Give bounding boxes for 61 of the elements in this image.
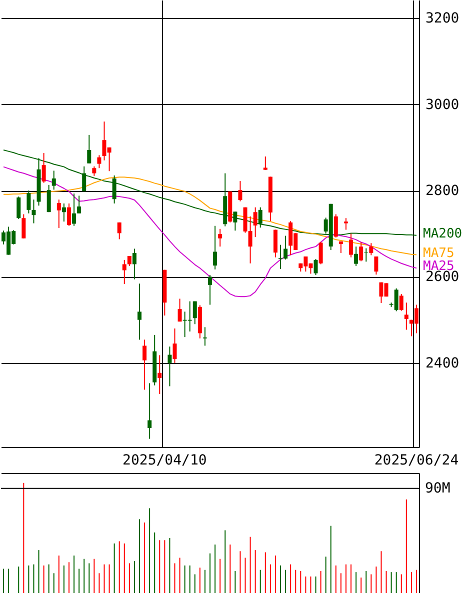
candlestick [92, 166, 96, 176]
candlestick [344, 218, 348, 230]
candlestick [26, 190, 31, 214]
candlestick [238, 180, 242, 202]
ref-line-label: 90M [425, 480, 450, 496]
y-tick-label: 3200 [426, 10, 460, 27]
y-tick-label: 2800 [426, 183, 460, 200]
candlestick [218, 228, 222, 248]
candlestick [349, 233, 354, 258]
candlestick [258, 206, 262, 228]
candlestick [62, 202, 66, 222]
candlestick [168, 346, 172, 387]
series-label: MA75 [423, 246, 454, 261]
candlestick [142, 339, 147, 390]
x-tick-label: 2025/06/24 [374, 452, 459, 468]
candlestick [22, 214, 26, 239]
candlestick [97, 154, 102, 169]
candlestick [202, 326, 207, 346]
candlestick [132, 248, 136, 280]
x-tick-label: 2025/04/10 [122, 452, 207, 468]
candlestick [137, 283, 142, 340]
candlestick [16, 196, 21, 220]
candlestick [77, 195, 82, 214]
candlestick [42, 152, 46, 184]
candlestick [354, 246, 358, 266]
candlestick [52, 170, 56, 190]
candlestick [148, 382, 152, 440]
candlestick [208, 274, 212, 306]
candlestick [46, 184, 51, 213]
candlestick [172, 328, 177, 364]
candlestick [66, 202, 71, 226]
line-series [3, 166, 417, 298]
candlestick [404, 302, 408, 330]
series-label: MA200 [423, 226, 462, 242]
candlestick [213, 225, 218, 270]
candlestick [263, 156, 268, 170]
y-tick-label: 3000 [426, 96, 460, 113]
candlestick [369, 242, 374, 256]
candlestick [122, 259, 126, 285]
candlestick [374, 256, 378, 276]
candlestick [117, 222, 122, 240]
candlestick [72, 193, 76, 226]
candlestick [253, 206, 258, 238]
candlestick [178, 298, 182, 322]
candlestick [273, 229, 278, 258]
candlestick [192, 300, 197, 325]
candlestick [127, 256, 132, 266]
y-tick-label: 2400 [426, 355, 460, 372]
candlestick [314, 258, 318, 276]
candlestick [399, 293, 404, 312]
candlestick [233, 211, 238, 232]
candlestick [318, 241, 323, 265]
candlestick [364, 248, 368, 262]
candlestick [112, 174, 116, 204]
candlestick [56, 199, 61, 229]
candlestick [32, 199, 36, 224]
candlestick [359, 242, 364, 262]
candlestick [82, 166, 86, 192]
candlestick [87, 134, 92, 164]
candlestick [334, 214, 338, 238]
candlestick [158, 354, 162, 394]
